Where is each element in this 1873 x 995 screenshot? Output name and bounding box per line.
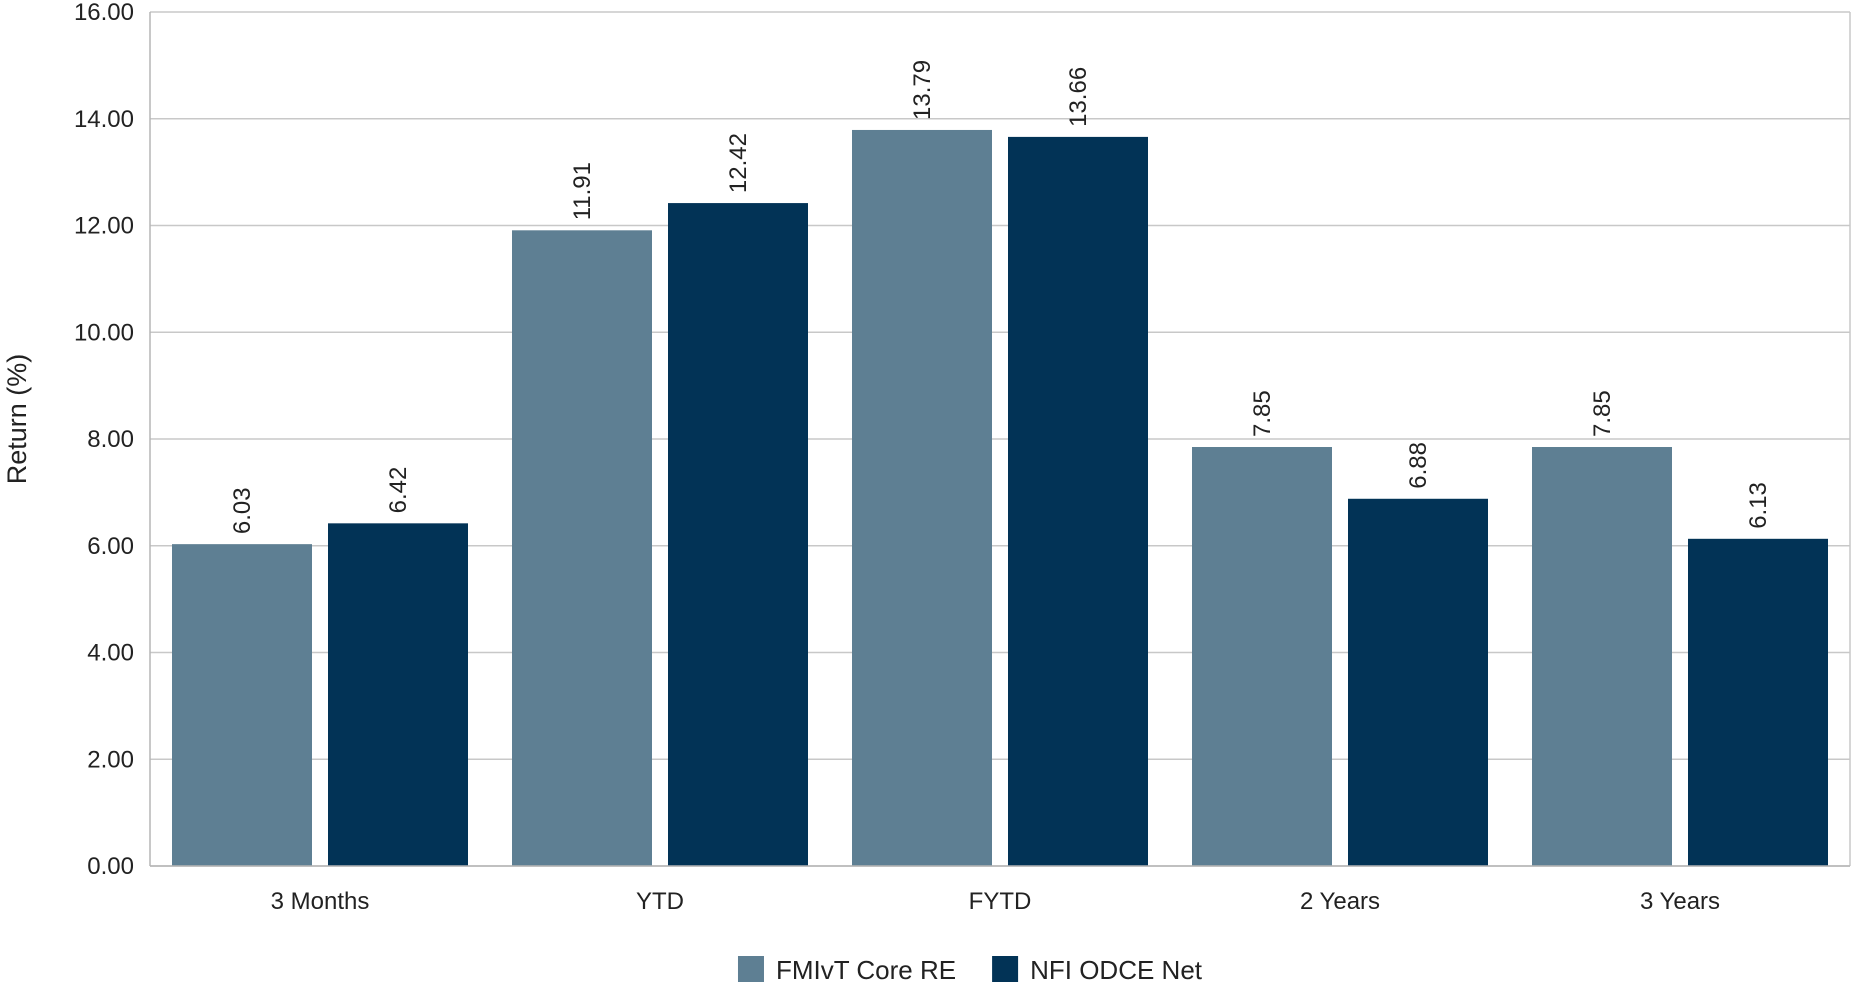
data-label: 6.88: [1405, 442, 1432, 489]
x-tick-label: 3 Years: [1640, 888, 1720, 915]
bar-series2: [1688, 538, 1828, 866]
x-tick-label: FYTD: [969, 888, 1032, 915]
legend-item: NFI ODCE Net: [992, 955, 1203, 985]
data-label: 11.91: [569, 162, 596, 220]
bar-series2: [1008, 136, 1148, 866]
data-label: 6.42: [385, 467, 412, 514]
y-axis-title: Return (%): [2, 354, 32, 485]
bar-series1: [512, 230, 652, 866]
bar-series1: [1532, 447, 1672, 866]
y-tick-label: 0.00: [87, 853, 134, 880]
legend-label: NFI ODCE Net: [1030, 955, 1203, 985]
data-label: 7.85: [1249, 390, 1276, 437]
x-tick-label: YTD: [636, 888, 684, 915]
data-label: 7.85: [1589, 390, 1616, 437]
y-tick-label: 8.00: [87, 426, 134, 453]
bars: [172, 129, 1828, 867]
y-tick-label: 10.00: [74, 319, 134, 346]
legend-swatch: [737, 956, 764, 982]
data-label: 13.79: [909, 60, 936, 120]
bar-series1: [172, 544, 312, 866]
bar-series1: [852, 129, 992, 867]
data-label: 6.03: [229, 487, 256, 534]
bar-series1: [1192, 447, 1332, 866]
y-tick-label: 14.00: [74, 106, 134, 133]
legend-label: FMIvT Core RE: [776, 955, 956, 985]
legend: FMIvT Core RE NFI ODCE Net: [737, 955, 1203, 985]
x-tick-label: 3 Months: [271, 888, 370, 915]
data-label: 6.13: [1745, 482, 1772, 529]
bar-series2: [668, 203, 808, 866]
axes: 0.00 2.00 4.00 6.00 8.00 10.00 12.00 14.00 16.00…: [2, 0, 1851, 915]
bar-series2: [328, 523, 468, 866]
x-tick-label: 2 Years: [1300, 888, 1380, 915]
y-tick-label: 12.00: [74, 213, 134, 240]
bar-series2: [1348, 498, 1488, 866]
data-label: 12.42: [725, 133, 752, 193]
y-tick-label: 16.00: [74, 0, 134, 26]
y-tick-label: 4.00: [87, 640, 134, 667]
data-labels: 6.03 6.42 11.91 12.42 13.79 13.66 7.85 6.88 7.85…: [229, 60, 1772, 534]
legend-swatch: [992, 956, 1019, 982]
y-tick-label: 2.00: [87, 746, 134, 773]
data-label: 13.66: [1065, 67, 1092, 127]
legend-item: FMIvT Core RE: [737, 955, 956, 985]
y-tick-label: 6.00: [87, 533, 134, 560]
